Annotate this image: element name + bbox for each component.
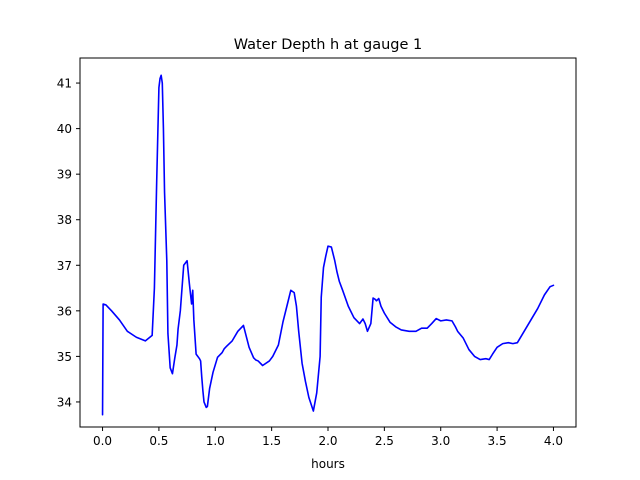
water-depth-series-line <box>101 74 555 416</box>
x-tick-label: 3.5 <box>488 434 507 448</box>
x-tick-label: 1.5 <box>262 434 281 448</box>
y-tick-label: 40 <box>57 122 72 136</box>
x-tick-label: 0.0 <box>93 434 112 448</box>
y-tick-label: 41 <box>57 77 72 91</box>
x-tick-label: 0.5 <box>149 434 168 448</box>
y-tick-label: 34 <box>57 395 72 409</box>
y-tick-label: 38 <box>57 213 72 227</box>
y-tick-label: 39 <box>57 168 72 182</box>
x-tick-label: 2.0 <box>318 434 337 448</box>
x-tick-label: 2.5 <box>375 434 394 448</box>
y-tick-label: 35 <box>57 350 72 364</box>
x-tick-label: 3.0 <box>431 434 450 448</box>
y-axis: 34 35 36 37 38 39 40 41 <box>57 77 80 409</box>
chart-title: Water Depth h at gauge 1 <box>234 37 422 53</box>
x-axis: 0.0 0.5 1.0 1.5 2.0 2.5 3.0 3.5 4.0 <box>93 427 563 448</box>
y-tick-label: 37 <box>57 259 72 273</box>
x-axis-label: hours <box>311 457 345 471</box>
y-tick-label: 36 <box>57 304 72 318</box>
x-tick-label: 4.0 <box>544 434 563 448</box>
x-tick-label: 1.0 <box>206 434 225 448</box>
